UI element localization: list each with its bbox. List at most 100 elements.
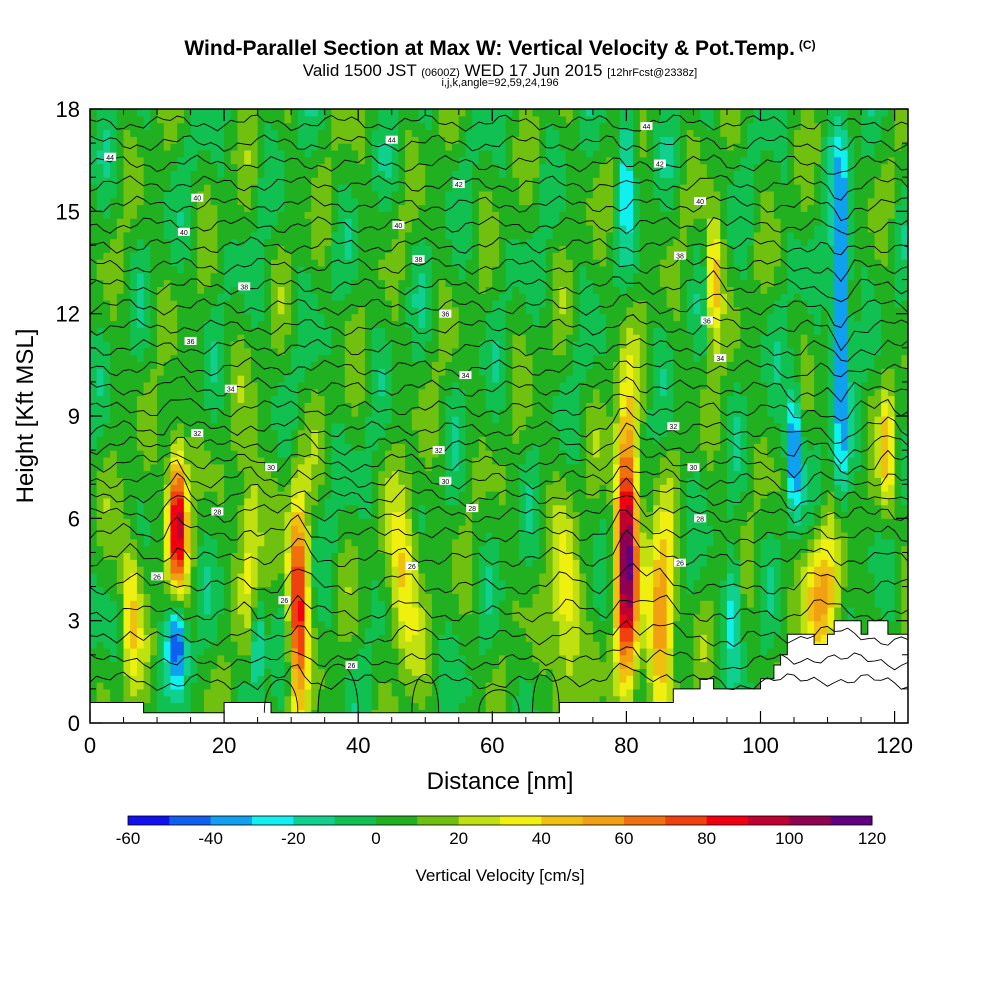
velocity-cell <box>284 211 292 219</box>
velocity-cell <box>338 586 346 594</box>
velocity-cell <box>351 252 359 260</box>
velocity-cell <box>324 463 332 472</box>
velocity-cell <box>190 129 198 137</box>
velocity-cell <box>431 422 440 431</box>
velocity-cell <box>136 504 145 513</box>
velocity-cell <box>257 600 265 608</box>
velocity-cell <box>317 579 326 588</box>
velocity-cell <box>391 559 400 567</box>
velocity-cell <box>398 122 406 131</box>
velocity-cell <box>237 170 245 178</box>
velocity-cell <box>398 286 406 294</box>
velocity-cell <box>264 368 272 376</box>
velocity-cell <box>96 224 104 233</box>
velocity-cell <box>344 443 353 451</box>
velocity-cell <box>116 422 125 431</box>
velocity-cell <box>418 149 426 158</box>
velocity-cell <box>438 613 446 622</box>
velocity-cell <box>317 347 326 356</box>
velocity-cell <box>183 320 192 328</box>
velocity-cell <box>90 402 98 410</box>
velocity-cell <box>224 620 232 629</box>
velocity-cell <box>452 340 460 349</box>
velocity-cell <box>96 300 104 308</box>
velocity-cell <box>103 586 111 594</box>
velocity-cell <box>271 497 279 506</box>
velocity-cell <box>297 545 306 554</box>
velocity-cell <box>378 177 386 185</box>
velocity-cell <box>230 682 239 690</box>
velocity-cell <box>103 361 111 369</box>
velocity-cell <box>411 375 420 383</box>
velocity-cell <box>136 340 145 349</box>
velocity-cell <box>150 395 158 403</box>
velocity-cell <box>130 518 138 526</box>
velocity-cell <box>123 688 131 697</box>
velocity-cell <box>183 579 192 588</box>
velocity-cell <box>203 497 212 506</box>
velocity-cell <box>116 491 125 499</box>
velocity-cell <box>364 122 373 131</box>
velocity-cell <box>177 668 185 676</box>
velocity-cell <box>411 607 420 615</box>
velocity-cell <box>230 211 239 219</box>
velocity-cell <box>116 395 125 403</box>
velocity-cell <box>143 306 151 315</box>
velocity-cell <box>284 245 292 253</box>
velocity-cell <box>203 156 212 165</box>
velocity-cell <box>224 586 232 594</box>
velocity-cell <box>190 388 198 397</box>
velocity-cell <box>277 272 286 281</box>
velocity-cell <box>438 129 446 137</box>
velocity-cell <box>371 395 379 403</box>
velocity-cell <box>425 177 433 185</box>
velocity-cell <box>217 252 225 260</box>
velocity-cell <box>344 579 353 588</box>
velocity-cell <box>411 552 420 560</box>
velocity-cell <box>358 702 366 710</box>
velocity-cell <box>203 361 212 369</box>
velocity-cell <box>237 647 245 656</box>
velocity-cell <box>391 129 400 137</box>
velocity-cell <box>150 334 158 342</box>
velocity-cell <box>277 375 286 383</box>
velocity-cell <box>143 109 151 117</box>
velocity-cell <box>250 381 259 390</box>
velocity-cell <box>344 170 353 178</box>
velocity-cell <box>123 450 131 458</box>
velocity-cell <box>364 395 373 403</box>
velocity-cell <box>431 497 440 506</box>
velocity-cell <box>284 177 292 185</box>
velocity-cell <box>445 347 453 356</box>
velocity-cell <box>103 634 111 642</box>
velocity-cell <box>177 361 185 369</box>
velocity-cell <box>385 300 393 308</box>
velocity-cell <box>358 354 366 363</box>
velocity-cell <box>170 163 178 171</box>
velocity-cell <box>110 559 118 567</box>
velocity-cell <box>116 620 125 629</box>
velocity-cell <box>324 552 332 560</box>
velocity-cell <box>203 409 212 417</box>
velocity-cell <box>150 545 158 554</box>
velocity-cell <box>264 497 272 506</box>
velocity-cell <box>391 402 400 410</box>
velocity-cell <box>257 149 265 158</box>
velocity-cell <box>405 613 413 622</box>
velocity-cell <box>136 450 145 458</box>
velocity-cell <box>237 293 245 301</box>
velocity-cell <box>257 320 265 328</box>
velocity-cell <box>250 688 259 697</box>
velocity-cell <box>431 409 440 417</box>
velocity-cell <box>411 443 420 451</box>
velocity-cell <box>271 163 279 171</box>
velocity-cell <box>130 654 138 663</box>
velocity-cell <box>385 518 393 526</box>
velocity-cell <box>163 143 172 151</box>
velocity-cell <box>331 334 339 342</box>
velocity-cell <box>271 566 279 574</box>
velocity-cell <box>445 224 453 233</box>
velocity-cell <box>244 436 252 444</box>
velocity-cell <box>338 143 346 151</box>
